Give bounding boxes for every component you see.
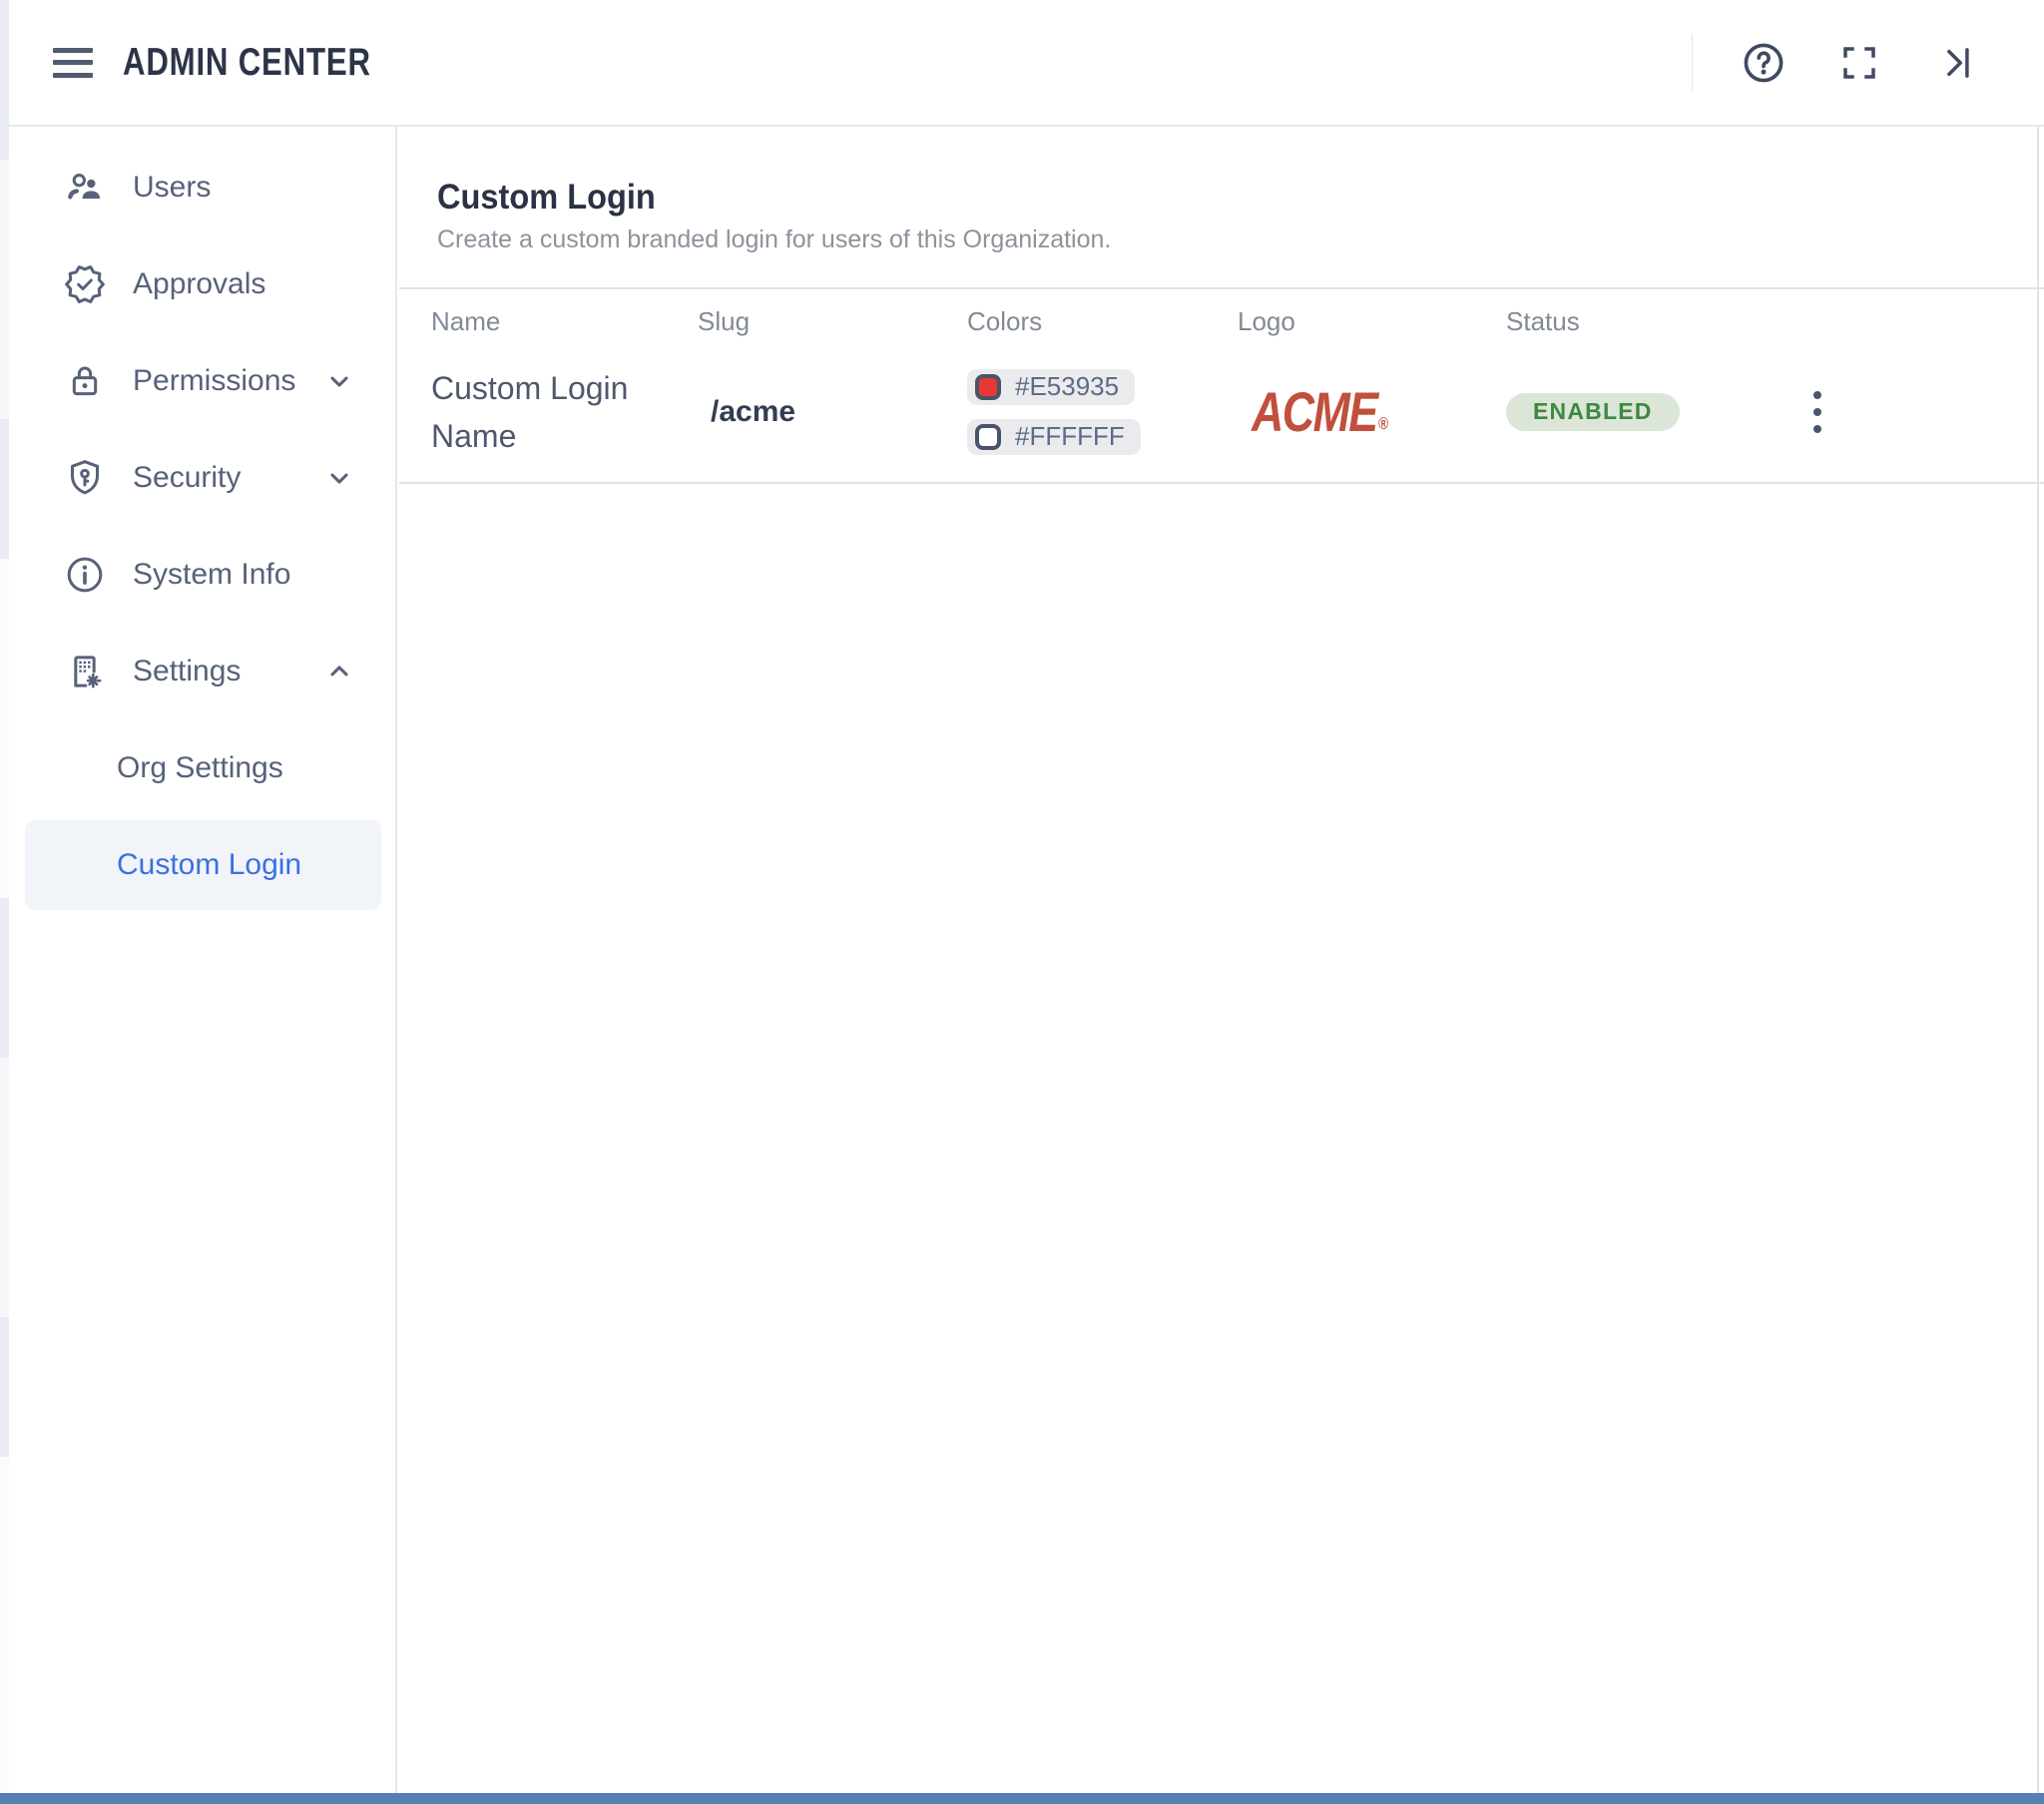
main-content: Custom Login Create a custom branded log… [399, 127, 2044, 1793]
fullscreen-icon[interactable] [1836, 40, 1882, 86]
column-header-name: Name [431, 305, 501, 336]
sidebar-item-label: Permissions [133, 363, 296, 397]
sidebar-subitem-label: Org Settings [117, 750, 283, 784]
app-title: ADMIN CENTER [123, 40, 371, 84]
users-icon [65, 168, 105, 208]
sidebar-item-custom-login[interactable]: Custom Login [25, 820, 381, 910]
color-hex-label: #FFFFFF [1015, 421, 1125, 451]
sidebar-item-approvals[interactable]: Approvals [9, 235, 395, 332]
bottom-scrollbar[interactable] [0, 1793, 2044, 1804]
table-row: Custom Login Name /acme #E53935 #FFFFFF … [399, 353, 2044, 482]
registered-mark: ® [1378, 414, 1389, 433]
chevron-down-icon [325, 367, 353, 395]
page-subtitle: Create a custom branded login for users … [437, 226, 1112, 253]
sidebar-item-users[interactable]: Users [9, 139, 395, 235]
sidebar-item-label: Approvals [133, 266, 266, 300]
color-swatch-secondary [975, 423, 1001, 450]
shield-key-icon [65, 458, 105, 498]
color-chip-primary: #E53935 [967, 368, 1136, 405]
sidebar-item-security[interactable]: Security [9, 429, 395, 526]
sidebar-item-org-settings[interactable]: Org Settings [9, 719, 395, 816]
sidebar: Users Approvals Permissions [9, 127, 397, 1793]
kebab-menu-icon[interactable] [1803, 381, 1831, 443]
row-name: Custom Login Name [431, 369, 629, 454]
row-actions [1786, 381, 2044, 443]
page-edge-strip [0, 0, 9, 1793]
topbar-divider [1692, 33, 1693, 92]
chevron-down-icon [325, 464, 353, 492]
column-header-slug: Slug [698, 305, 751, 336]
help-icon[interactable] [1741, 40, 1787, 86]
info-icon [65, 555, 105, 595]
lock-icon [65, 361, 105, 401]
status-badge: ENABLED [1506, 392, 1680, 431]
column-header-colors: Colors [967, 305, 1043, 336]
topbar-actions [1692, 33, 2044, 92]
page-title: Custom Login [437, 178, 656, 217]
top-bar: ADMIN CENTER [9, 0, 2044, 127]
row-colors: #E53935 #FFFFFF [967, 368, 1238, 455]
sidebar-item-label: System Info [133, 557, 291, 591]
color-swatch-primary [975, 373, 1001, 400]
sidebar-subitem-label: Custom Login [117, 848, 302, 881]
row-logo: ACME® [1238, 379, 1506, 444]
row-status: ENABLED [1506, 392, 1786, 431]
chevron-up-icon [325, 658, 353, 685]
sidebar-item-label: Settings [133, 654, 242, 687]
collapse-right-icon[interactable] [1932, 40, 1978, 86]
sidebar-item-system-info[interactable]: System Info [9, 526, 395, 623]
color-hex-label: #E53935 [1015, 371, 1120, 401]
column-header-status: Status [1506, 305, 1580, 336]
color-chip-secondary: #FFFFFF [967, 418, 1141, 455]
sidebar-item-settings[interactable]: Settings [9, 623, 395, 719]
menu-icon[interactable] [53, 47, 93, 78]
column-header-logo: Logo [1238, 305, 1295, 336]
row-slug: /acme [711, 394, 796, 428]
sidebar-item-permissions[interactable]: Permissions [9, 332, 395, 429]
acme-logo: ACME® [1252, 380, 1389, 443]
sidebar-item-label: Security [133, 460, 242, 494]
custom-login-table: Name Slug Colors Logo Status Custom Logi… [399, 287, 2044, 484]
approvals-badge-icon [65, 264, 105, 304]
building-gear-icon [65, 652, 105, 691]
sidebar-item-label: Users [133, 170, 212, 204]
table-header-row: Name Slug Colors Logo Status [399, 289, 2044, 353]
